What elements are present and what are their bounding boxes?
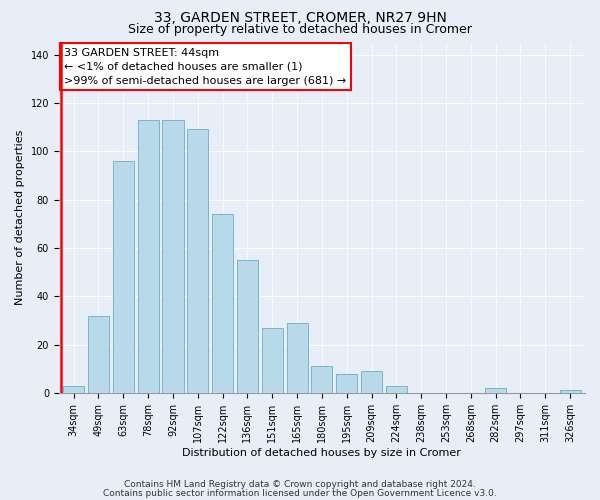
Text: Size of property relative to detached houses in Cromer: Size of property relative to detached ho… bbox=[128, 22, 472, 36]
Bar bbox=[113, 161, 134, 393]
Bar bbox=[485, 388, 506, 393]
Text: Contains HM Land Registry data © Crown copyright and database right 2024.: Contains HM Land Registry data © Crown c… bbox=[124, 480, 476, 489]
X-axis label: Distribution of detached houses by size in Cromer: Distribution of detached houses by size … bbox=[182, 448, 461, 458]
Bar bbox=[187, 130, 208, 393]
Bar bbox=[287, 323, 308, 393]
Bar bbox=[311, 366, 332, 393]
Y-axis label: Number of detached properties: Number of detached properties bbox=[15, 130, 25, 306]
Bar bbox=[212, 214, 233, 393]
Bar bbox=[262, 328, 283, 393]
Text: 33 GARDEN STREET: 44sqm
← <1% of detached houses are smaller (1)
>99% of semi-de: 33 GARDEN STREET: 44sqm ← <1% of detache… bbox=[64, 48, 346, 86]
Bar bbox=[386, 386, 407, 393]
Bar bbox=[88, 316, 109, 393]
Bar bbox=[361, 371, 382, 393]
Bar bbox=[560, 390, 581, 393]
Bar bbox=[237, 260, 258, 393]
Bar bbox=[63, 386, 84, 393]
Bar bbox=[137, 120, 158, 393]
Bar bbox=[336, 374, 357, 393]
Text: 33, GARDEN STREET, CROMER, NR27 9HN: 33, GARDEN STREET, CROMER, NR27 9HN bbox=[154, 11, 446, 25]
Text: Contains public sector information licensed under the Open Government Licence v3: Contains public sector information licen… bbox=[103, 488, 497, 498]
Bar bbox=[163, 120, 184, 393]
